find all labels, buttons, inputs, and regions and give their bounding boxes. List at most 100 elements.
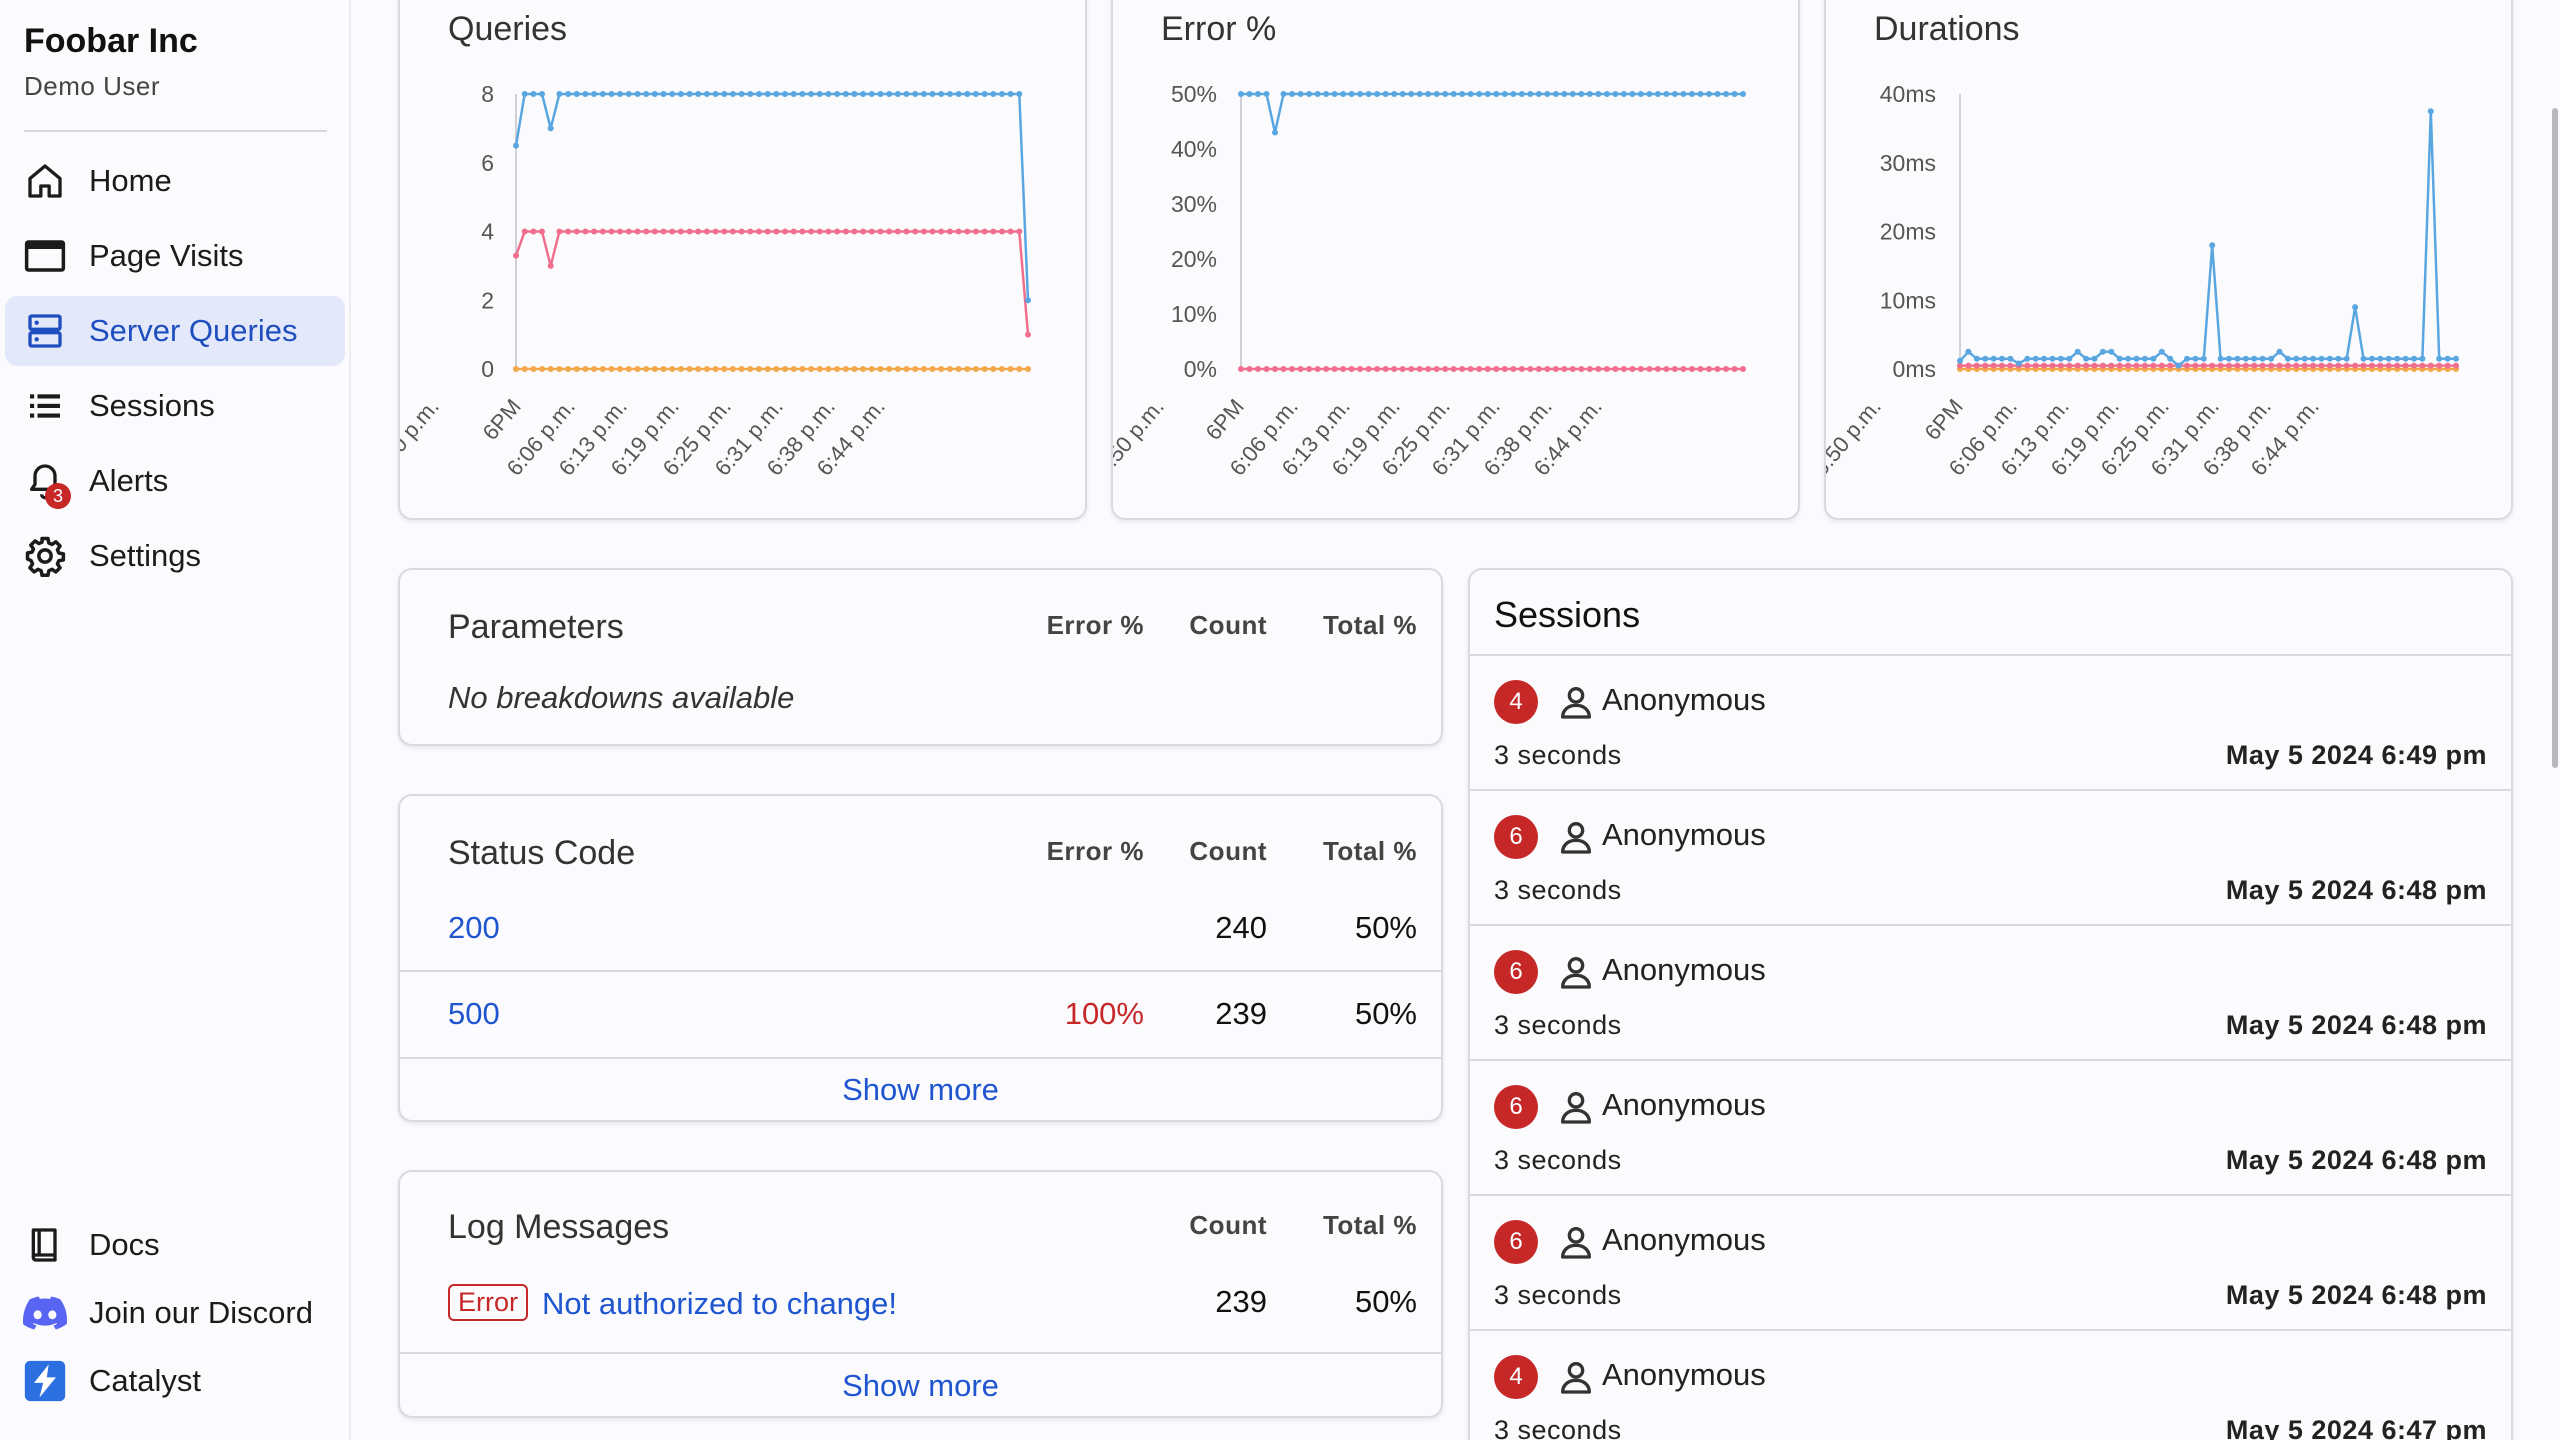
bell-icon: 3 — [23, 459, 71, 509]
data-point — [634, 366, 641, 372]
data-point — [513, 142, 519, 149]
data-point — [591, 228, 598, 235]
data-point — [972, 366, 979, 372]
y-tick-label: 4 — [481, 219, 494, 245]
status-code-link[interactable]: 500 — [448, 996, 500, 1031]
data-point — [2411, 362, 2417, 369]
session-row[interactable]: 6 Anonymous 3 seconds May 5 2024 6:48 pm — [1470, 1059, 2511, 1193]
data-point — [1654, 91, 1661, 97]
log-message-cell[interactable]: Error Not authorized to change! — [448, 1284, 898, 1324]
show-more-button[interactable]: Show more — [842, 1072, 999, 1107]
data-point — [2217, 362, 2224, 369]
data-point — [1714, 91, 1721, 97]
data-point — [790, 366, 797, 372]
data-point — [2192, 362, 2199, 369]
data-point — [1671, 91, 1678, 97]
data-point — [738, 91, 745, 97]
sidebar-item-sessions[interactable]: Sessions — [5, 371, 345, 441]
data-point — [1535, 366, 1542, 372]
data-point — [1433, 366, 1440, 372]
data-point — [808, 366, 815, 372]
data-point — [1425, 91, 1432, 97]
data-point — [2217, 355, 2224, 362]
x-tick-label: 6PM — [478, 394, 526, 445]
data-point — [2184, 355, 2190, 362]
data-point — [1416, 366, 1423, 372]
sidebar-item-label: Page Visits — [89, 238, 244, 273]
sidebar-item-docs[interactable]: Docs — [5, 1212, 345, 1278]
data-point — [539, 91, 545, 97]
sidebar-item-alerts[interactable]: 3 Alerts — [5, 446, 345, 516]
data-point — [1603, 91, 1610, 97]
session-row[interactable]: 6 Anonymous 3 seconds May 5 2024 6:48 pm — [1470, 1194, 2511, 1328]
data-point — [2293, 362, 2300, 369]
data-point — [1680, 91, 1687, 97]
sidebar-item-catalyst[interactable]: Catalyst — [5, 1348, 345, 1414]
data-point — [2242, 355, 2249, 362]
data-point — [790, 91, 797, 97]
page-scrollbar[interactable] — [2546, 0, 2560, 1440]
session-row[interactable]: 6 Anonymous 3 seconds May 5 2024 6:48 pm — [1470, 924, 2511, 1058]
data-point — [599, 91, 606, 97]
status-code-link[interactable]: 200 — [448, 910, 500, 945]
sidebar-item-discord[interactable]: Join our Discord — [5, 1280, 345, 1346]
data-point — [2251, 355, 2258, 362]
data-point — [920, 366, 927, 372]
data-point — [1467, 91, 1474, 97]
data-point — [677, 366, 684, 372]
data-point — [2041, 355, 2048, 362]
log-message-link[interactable]: Not authorized to change! — [542, 1286, 898, 1321]
session-user: Anonymous — [1602, 682, 1766, 717]
data-point — [1382, 91, 1389, 97]
data-point — [1990, 362, 1997, 369]
data-point — [669, 228, 676, 235]
org-info: Foobar Inc Demo User — [24, 22, 198, 102]
data-point — [756, 228, 762, 235]
sidebar-item-page-visits[interactable]: Page Visits — [5, 221, 345, 291]
data-point — [2099, 348, 2106, 355]
data-point — [1374, 91, 1381, 97]
series-line — [514, 230, 1030, 335]
data-point — [2310, 362, 2317, 369]
data-point — [738, 366, 745, 372]
data-point — [990, 366, 997, 372]
data-point — [2436, 355, 2443, 362]
data-point — [2024, 355, 2031, 362]
total-value: 50% — [1354, 996, 1417, 1031]
data-point — [946, 228, 953, 235]
data-point — [808, 91, 815, 97]
data-point — [2326, 362, 2333, 369]
data-point — [1723, 366, 1729, 372]
data-point — [599, 366, 606, 372]
data-point — [2175, 362, 2182, 369]
sidebar-item-server-queries[interactable]: Server Queries — [5, 296, 345, 366]
data-point — [955, 366, 962, 372]
show-more-button[interactable]: Show more — [842, 1368, 999, 1403]
data-point — [2150, 362, 2157, 369]
session-row[interactable]: 4 Anonymous 3 seconds May 5 2024 6:47 pm — [1470, 1329, 2511, 1440]
log-messages-card: Log Messages Count Total % Error Not auth… — [398, 1170, 1443, 1418]
session-duration: 3 seconds — [1494, 740, 1622, 770]
data-point — [929, 366, 936, 372]
session-row[interactable]: 4 Anonymous 3 seconds May 5 2024 6:49 pm — [1470, 654, 2511, 788]
data-point — [1272, 129, 1278, 136]
user-icon — [1556, 817, 1596, 857]
data-point — [1595, 366, 1602, 372]
scrollbar-thumb[interactable] — [2552, 108, 2558, 768]
data-point — [1620, 366, 1627, 372]
data-point — [799, 91, 806, 97]
data-point — [2444, 362, 2451, 369]
data-point — [1246, 366, 1253, 372]
data-point — [1016, 228, 1023, 235]
data-point — [946, 366, 953, 372]
data-point — [1680, 366, 1687, 372]
data-point — [1965, 348, 1972, 355]
sidebar-item-settings[interactable]: Settings — [5, 521, 345, 591]
data-point — [920, 228, 927, 235]
data-point — [886, 91, 893, 97]
data-point — [1493, 91, 1500, 97]
session-row[interactable]: 6 Anonymous 3 seconds May 5 2024 6:48 pm — [1470, 789, 2511, 923]
col-header-count: Count — [1189, 836, 1267, 866]
sidebar-item-home[interactable]: Home — [5, 146, 345, 216]
